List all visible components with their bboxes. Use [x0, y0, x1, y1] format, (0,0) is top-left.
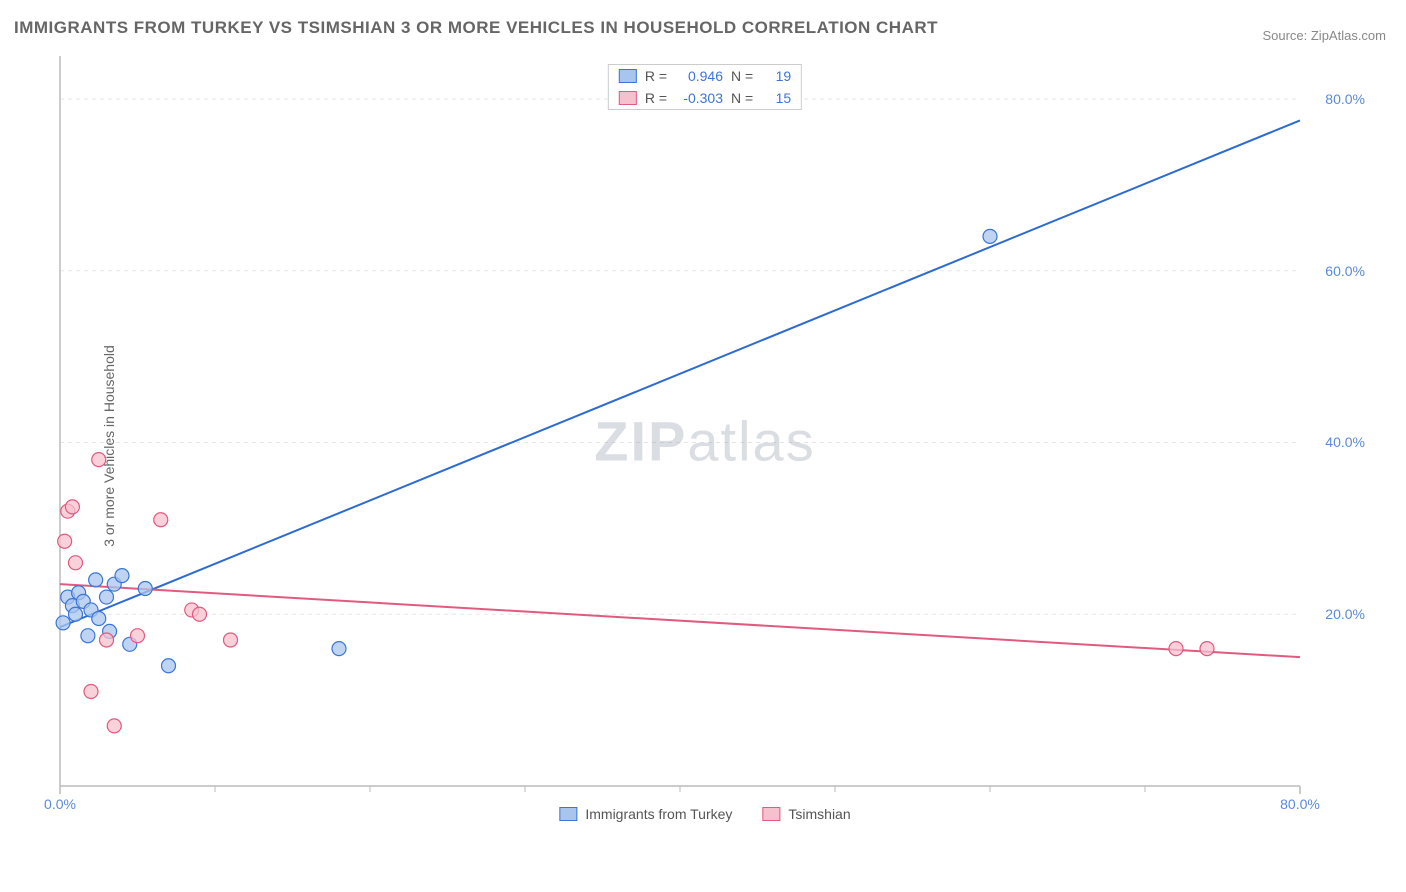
r-value-1: 0.946	[675, 68, 723, 84]
n-value-1: 19	[761, 68, 791, 84]
correlation-legend: R = 0.946 N = 19 R = -0.303 N = 15	[608, 64, 802, 110]
y-tick-label: 80.0%	[1325, 91, 1365, 107]
correlation-legend-row-2: R = -0.303 N = 15	[609, 87, 801, 109]
y-tick-label: 20.0%	[1325, 606, 1365, 622]
y-tick-label: 60.0%	[1325, 263, 1365, 279]
series-2-name: Tsimshian	[788, 806, 850, 822]
r-label: R =	[645, 90, 667, 106]
series-legend-item-2: Tsimshian	[762, 806, 850, 822]
series-legend: Immigrants from Turkey Tsimshian	[559, 806, 850, 822]
scatter-plot-svg	[50, 56, 1360, 826]
r-value-2: -0.303	[675, 90, 723, 106]
n-label: N =	[731, 90, 753, 106]
series-1-name: Immigrants from Turkey	[585, 806, 732, 822]
source-link[interactable]: ZipAtlas.com	[1311, 28, 1386, 43]
chart-plot-area: ZIPatlas R = 0.946 N = 19 R = -0.303 N =…	[50, 56, 1360, 826]
n-value-2: 15	[761, 90, 791, 106]
chart-title: IMMIGRANTS FROM TURKEY VS TSIMSHIAN 3 OR…	[14, 18, 938, 38]
swatch-series-1	[619, 69, 637, 83]
n-label: N =	[731, 68, 753, 84]
series-legend-item-1: Immigrants from Turkey	[559, 806, 732, 822]
swatch-series-2	[619, 91, 637, 105]
x-tick-label: 0.0%	[44, 796, 76, 812]
source-label: Source:	[1262, 28, 1310, 43]
correlation-legend-row-1: R = 0.946 N = 19	[609, 65, 801, 87]
r-label: R =	[645, 68, 667, 84]
y-tick-label: 40.0%	[1325, 434, 1365, 450]
swatch-series-2-bottom	[762, 807, 780, 821]
chart-container: IMMIGRANTS FROM TURKEY VS TSIMSHIAN 3 OR…	[0, 0, 1406, 892]
x-tick-label: 80.0%	[1280, 796, 1320, 812]
source-attribution: Source: ZipAtlas.com	[1262, 28, 1386, 43]
swatch-series-1-bottom	[559, 807, 577, 821]
